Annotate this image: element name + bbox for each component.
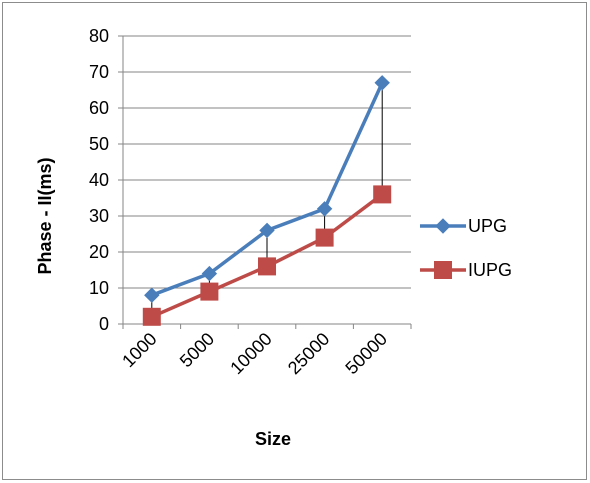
y-tick-label: 30: [89, 206, 109, 226]
data-point-iupg: [373, 185, 392, 204]
y-tick-label: 80: [89, 26, 109, 46]
x-tick-label: 25000: [284, 329, 334, 379]
data-point-upg: [144, 287, 160, 303]
series-group: [142, 75, 392, 326]
data-point-iupg: [258, 257, 276, 276]
y-tick-label: 50: [89, 134, 109, 154]
legend: UPG IUPG: [420, 216, 512, 280]
data-point-iupg: [315, 228, 334, 247]
data-point-upg: [316, 201, 333, 217]
y-axis-tick-labels: 0 10 20 30 40 50 60 70 80: [89, 26, 109, 334]
legend-item-upg: UPG: [420, 216, 507, 236]
data-point-iupg: [200, 282, 219, 301]
legend-marker: [434, 261, 452, 279]
x-tick-label: 1000: [118, 329, 160, 371]
y-tick-label: 0: [99, 314, 109, 334]
y-tick-label: 40: [89, 170, 109, 190]
y-tick-label: 70: [89, 62, 109, 82]
y-tick-label: 60: [89, 98, 109, 118]
series-upg: [144, 75, 390, 303]
y-tick-label: 10: [89, 278, 109, 298]
x-axis-tick-labels: 1000 5000 10000 25000 50000: [118, 329, 391, 379]
legend-marker: [435, 218, 451, 234]
legend-item-iupg: IUPG: [420, 260, 512, 280]
data-point-iupg: [142, 307, 161, 326]
series-iupg: [142, 185, 392, 326]
x-tick-label: 50000: [341, 329, 391, 379]
data-point-upg: [201, 265, 218, 282]
x-tick-label: 10000: [226, 329, 276, 379]
data-point-upg: [259, 222, 275, 239]
x-tick-label: 5000: [176, 329, 218, 371]
data-point-upg: [374, 75, 390, 91]
y-tick-label: 20: [89, 242, 109, 262]
axes: [118, 35, 412, 329]
y-axis-title: Phase - II(ms): [35, 157, 55, 274]
x-axis-title: Size: [255, 429, 291, 449]
legend-label: UPG: [468, 216, 507, 236]
legend-label: IUPG: [468, 260, 512, 280]
